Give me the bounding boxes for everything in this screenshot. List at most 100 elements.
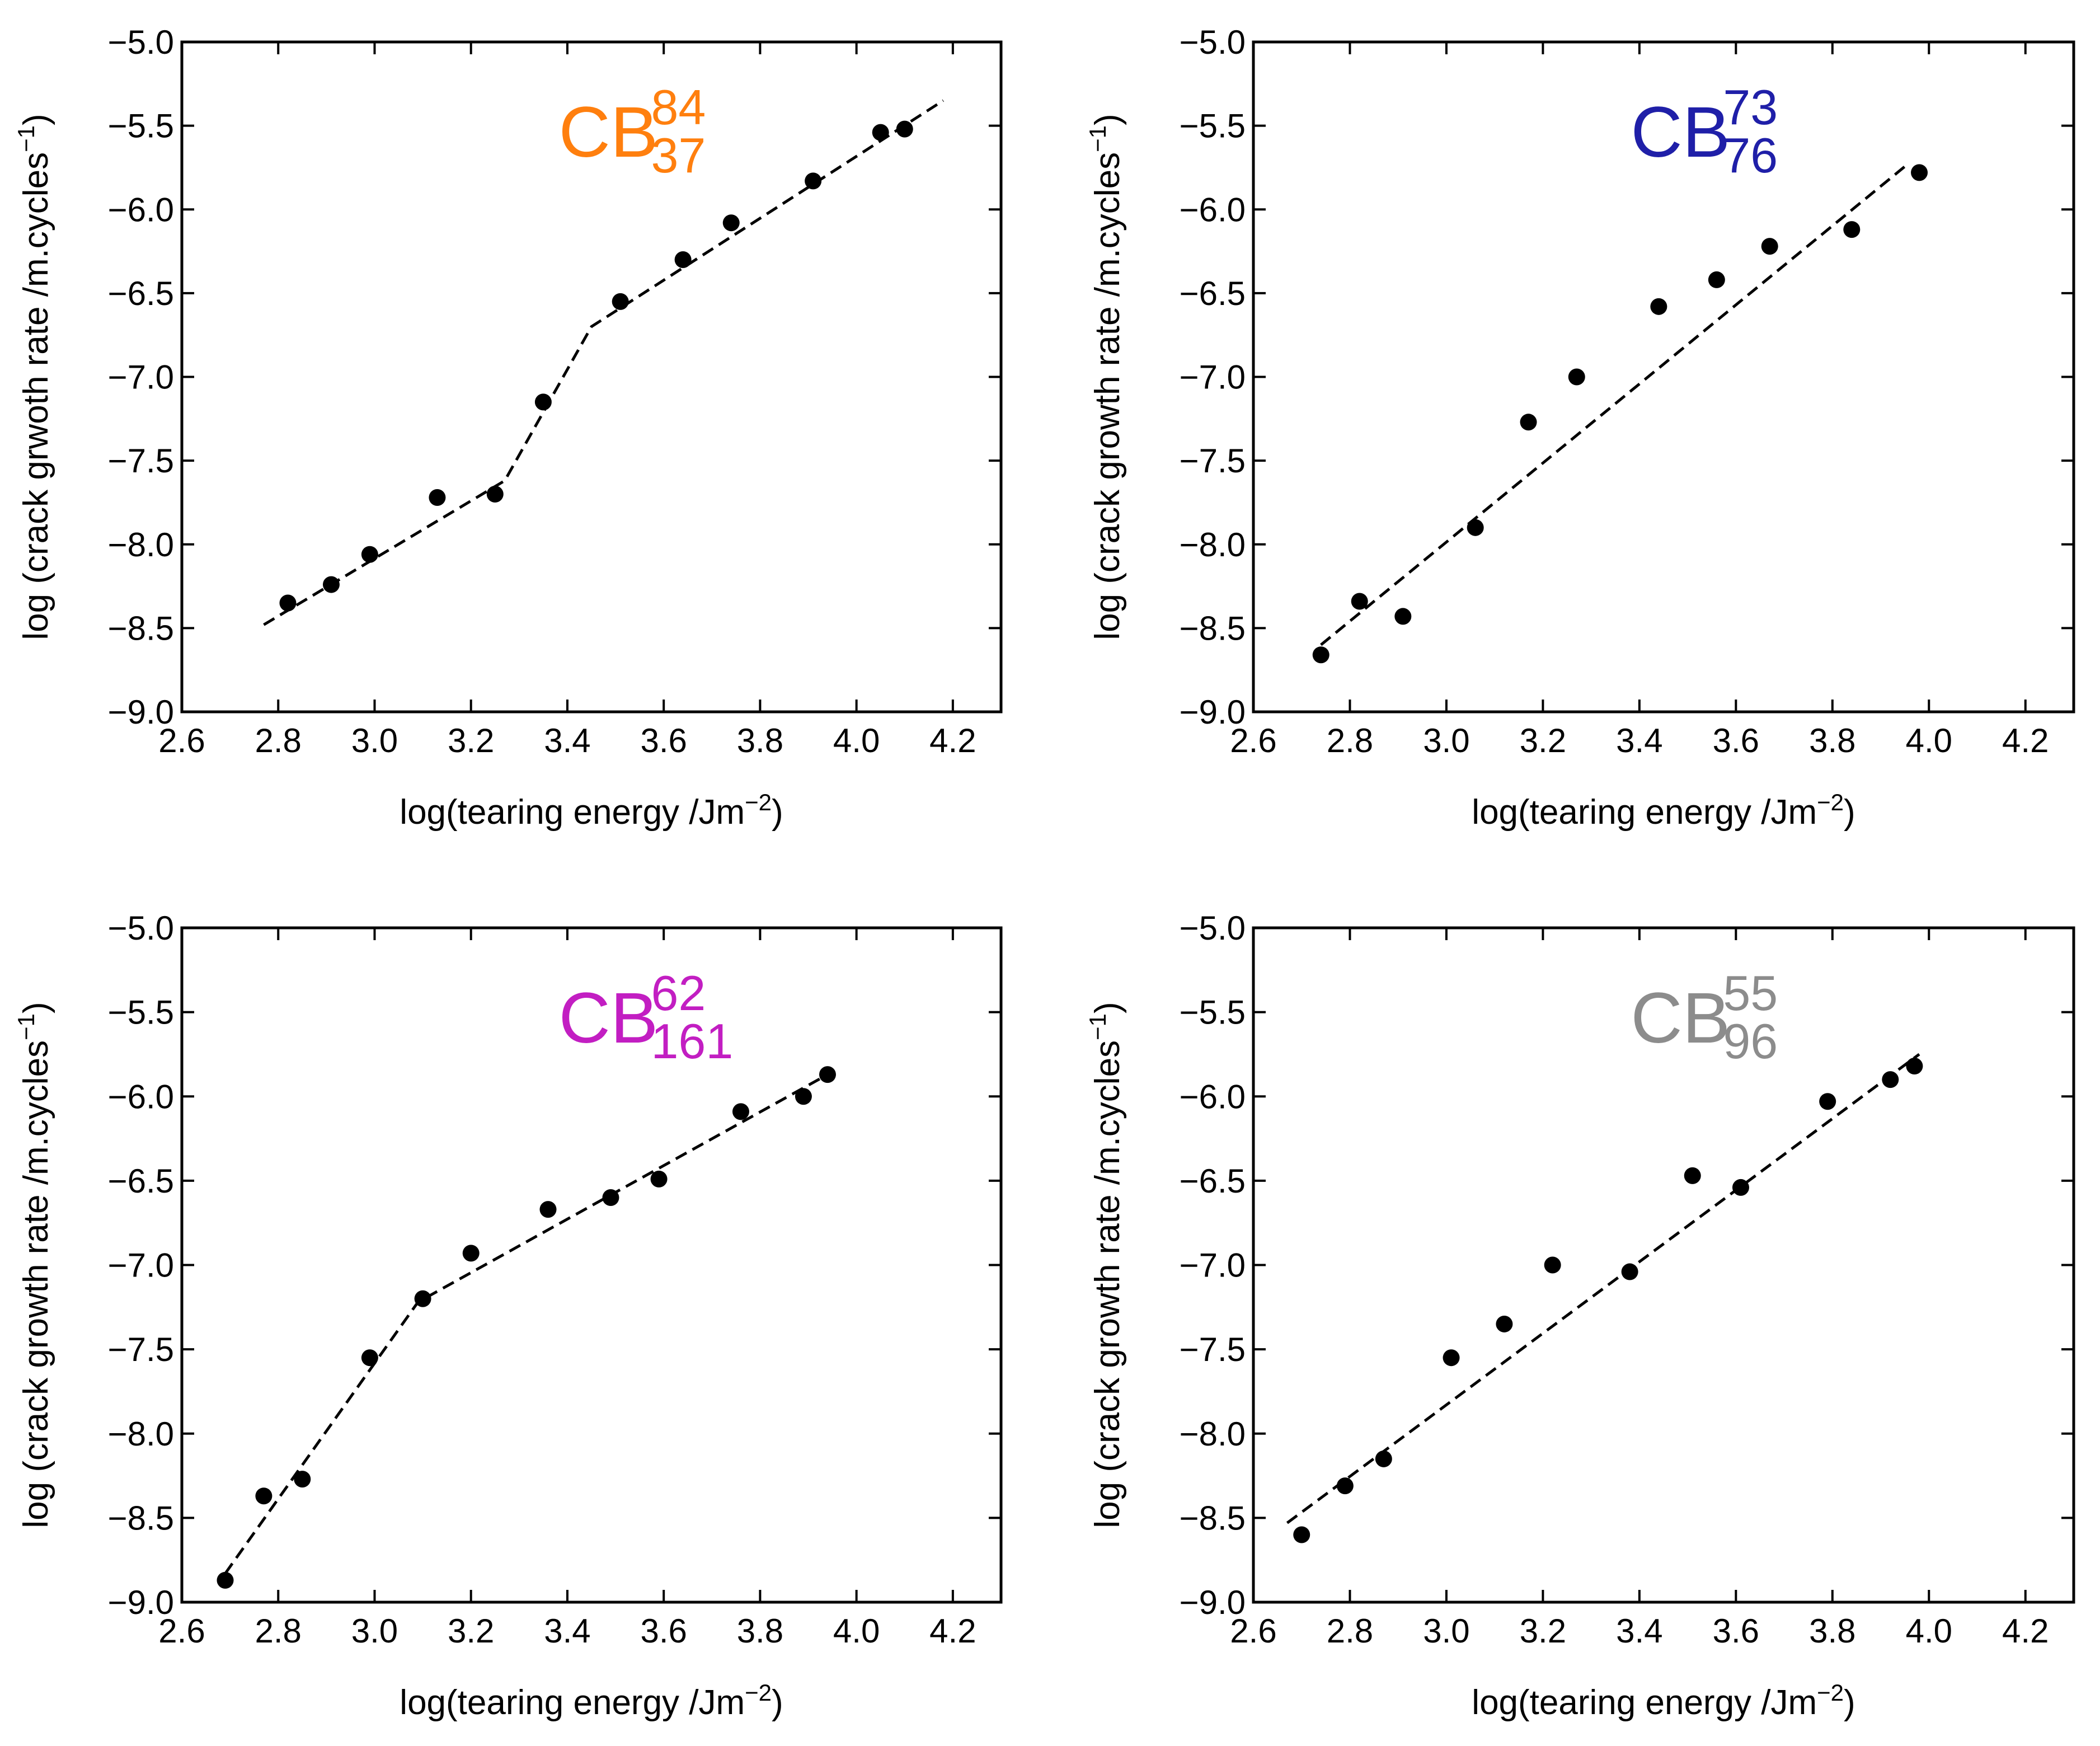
data-point (539, 1201, 557, 1218)
x-tick-label: 3.0 (351, 1612, 398, 1650)
data-point (612, 293, 629, 310)
data-point (1293, 1526, 1310, 1543)
x-tick-label: 3.0 (1423, 722, 1469, 759)
data-point (896, 120, 913, 138)
x-tick-label: 2.6 (158, 1612, 205, 1650)
data-point (1336, 1477, 1354, 1495)
x-tick-label: 4.0 (1906, 722, 1952, 759)
data-point (361, 546, 378, 563)
y-tick-label: −9.0 (1180, 1584, 1246, 1621)
x-tick-label: 3.8 (737, 1612, 783, 1650)
x-tick-label: 3.6 (1713, 722, 1759, 759)
data-point (1467, 519, 1484, 536)
x-tick-label: 2.6 (1230, 1612, 1276, 1650)
y-tick-label: −5.0 (108, 24, 174, 61)
data-point (1843, 221, 1861, 238)
data-point (486, 485, 504, 503)
y-tick-label: −8.5 (108, 1499, 174, 1537)
data-point (722, 214, 740, 232)
x-tick-label: 3.8 (1809, 722, 1855, 759)
panel-cb73-76: 2.6 2.8 3.0 3.2 3.4 3.6 3.8 4.0 4.2 −5.0 −5.5 −6.0 −… (1084, 24, 2075, 832)
x-tick-label: 4.0 (833, 1612, 880, 1650)
data-point (1684, 1167, 1701, 1184)
x-tick-label: 4.2 (929, 722, 976, 759)
data-point (1496, 1315, 1513, 1332)
x-tick-label: 3.0 (351, 722, 398, 759)
y-tick-label: −7.0 (108, 359, 174, 396)
data-point (1568, 368, 1585, 386)
data-point (1443, 1349, 1460, 1367)
y-axis-title: log (crack growth rate /m.cycles−1) (1084, 114, 1127, 640)
y-tick-label: −5.5 (1180, 107, 1246, 145)
x-tick-label: 3.6 (640, 1612, 687, 1650)
y-tick-label: −6.5 (1180, 1162, 1246, 1200)
x-tick-label: 2.8 (255, 722, 302, 759)
panel-label: CB84 37 (558, 79, 706, 183)
x-tick-label: 4.2 (2002, 1612, 2049, 1650)
x-tick-label: 3.2 (448, 722, 494, 759)
data-point (805, 172, 822, 190)
y-tick-label: −7.0 (1180, 359, 1246, 396)
y-tick-label: −6.0 (108, 1078, 174, 1115)
x-axis-title: log(tearing energy /Jm−2) (400, 1679, 783, 1722)
data-point (361, 1349, 378, 1367)
data-point (1708, 271, 1725, 288)
y-axis-title: log (crack grwoth rate /m.cycles−1) (13, 114, 55, 640)
x-tick-label: 3.0 (1423, 1612, 1469, 1650)
x-tick-label: 3.6 (640, 722, 687, 759)
y-tick-label: −6.0 (108, 191, 174, 228)
data-point (872, 124, 889, 141)
y-tick-label: −7.5 (108, 1331, 174, 1368)
y-tick-label: −8.5 (108, 609, 174, 647)
data-point (1906, 1058, 1923, 1075)
y-tick-label: −6.5 (108, 275, 174, 312)
x-tick-label: 2.8 (1327, 1612, 1373, 1650)
y-tick-label: −9.0 (1180, 693, 1246, 731)
data-point (1375, 1450, 1392, 1467)
x-tick-label: 3.4 (1616, 1612, 1662, 1650)
y-tick-label: −6.0 (1180, 1078, 1246, 1115)
panel-label: CB62 161 (558, 965, 733, 1069)
x-tick-label: 3.4 (544, 1612, 590, 1650)
data-point (255, 1487, 273, 1505)
data-point (650, 1170, 668, 1188)
y-tick-label: −7.0 (1180, 1247, 1246, 1284)
data-point (732, 1103, 749, 1120)
x-tick-label: 3.6 (1713, 1612, 1759, 1650)
x-tick-label: 2.6 (158, 722, 205, 759)
y-tick-label: −6.5 (108, 1162, 174, 1200)
data-point (429, 489, 446, 506)
y-tick-label: −8.0 (1180, 526, 1246, 564)
x-tick-label: 2.6 (1230, 722, 1276, 759)
y-tick-label: −5.5 (1180, 994, 1246, 1031)
x-tick-label: 4.2 (929, 1612, 976, 1650)
fit-line (263, 99, 945, 626)
y-tick-label: −5.0 (1180, 24, 1246, 61)
x-tick-label: 3.2 (1520, 722, 1566, 759)
data-point (1911, 164, 1928, 181)
data-point (462, 1245, 480, 1262)
data-point (217, 1571, 234, 1589)
data-point (1544, 1256, 1561, 1274)
panel-cb84-37: 2.6 2.8 3.0 3.2 3.4 3.6 3.8 4.0 4.2 −5.0 −5.5 −6.0 −… (13, 24, 1003, 832)
y-tick-label: −7.5 (108, 442, 174, 480)
y-tick-label: −8.5 (1180, 1499, 1246, 1537)
y-tick-label: −7.0 (108, 1247, 174, 1284)
data-point (1394, 608, 1412, 625)
y-tick-label: −8.5 (1180, 609, 1246, 647)
y-tick-label: −7.5 (1180, 1331, 1246, 1368)
x-tick-label: 4.0 (833, 722, 880, 759)
y-tick-label: −5.5 (108, 994, 174, 1031)
x-tick-label: 2.8 (1327, 722, 1373, 759)
x-tick-label: 3.4 (1616, 722, 1662, 759)
data-point (1520, 414, 1537, 431)
panel-label: CB55 96 (1631, 965, 1778, 1069)
y-axis-title: log (crack growth rate /m.cycles−1) (1084, 1002, 1127, 1528)
panel-cb55-96: 2.6 2.8 3.0 3.2 3.4 3.6 3.8 4.0 4.2 −5.0 −5.5 −6.0 −… (1084, 909, 2075, 1722)
data-point (279, 594, 297, 612)
x-tick-label: 3.4 (544, 722, 590, 759)
data-point (602, 1189, 619, 1206)
y-tick-label: −5.0 (1180, 909, 1246, 947)
x-axis-title: log(tearing energy /Jm−2) (1472, 1679, 1855, 1722)
